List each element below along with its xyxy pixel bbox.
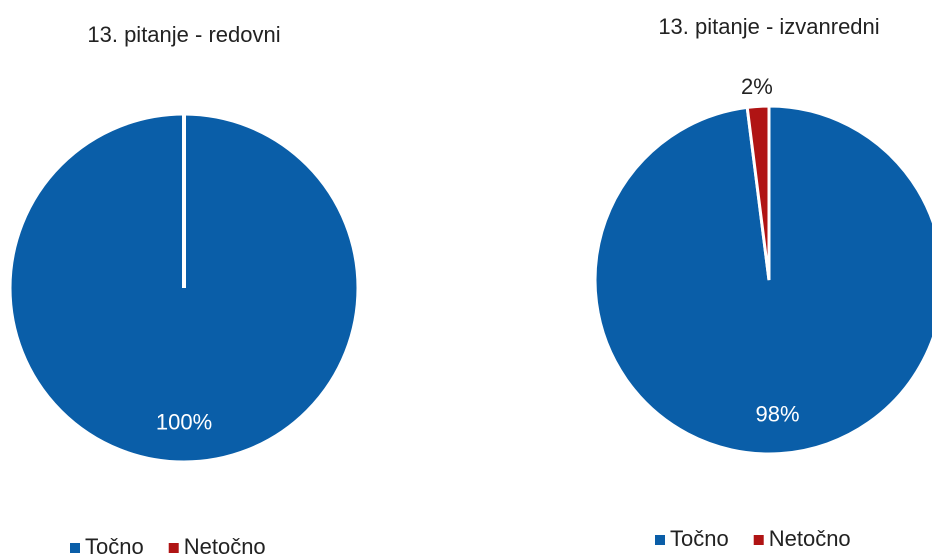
data-label: 98% [755,401,799,426]
data-label: 100% [156,410,212,435]
legend-swatch [753,535,764,545]
legend-label: Točno [670,526,729,551]
legend-label: Netočno [184,534,266,557]
pie-slice [745,104,771,281]
data-label: 2% [741,74,773,99]
legend-label: Netočno [769,526,851,551]
legend-swatch [70,543,80,553]
pie-slice [593,104,932,456]
chart-title: 13. pitanje - izvanredni [658,14,879,39]
legend-swatch [655,535,665,545]
chart-title: 13. pitanje - redovni [87,22,280,47]
legend-label: Točno [85,534,144,557]
legend-swatch [168,543,179,553]
